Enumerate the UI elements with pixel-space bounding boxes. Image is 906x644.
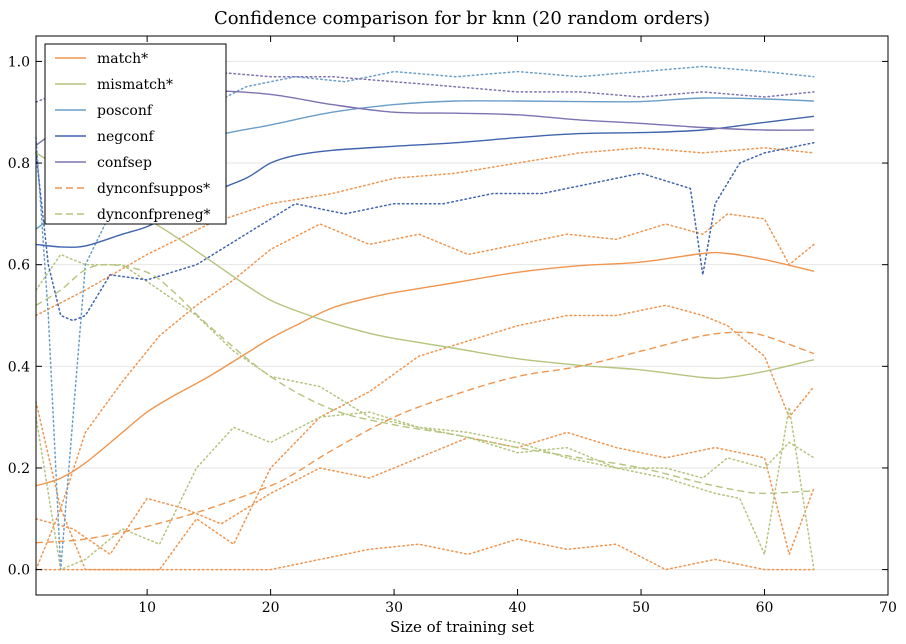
x-tick-label: 60 xyxy=(756,600,774,616)
legend-label: dynconfsuppos* xyxy=(97,181,210,197)
dotted-run-line xyxy=(35,431,815,557)
y-tick-label: 1.0 xyxy=(8,54,30,70)
dotted-run-line xyxy=(35,213,815,512)
legend-label: posconf xyxy=(97,103,154,119)
series-line-dynconfpreneg xyxy=(35,263,814,495)
x-tick-label: 30 xyxy=(385,600,403,616)
x-tick-label: 40 xyxy=(509,600,527,616)
legend: match* mismatch* posconf negconf confsep dync… xyxy=(44,43,227,225)
y-tick-label: 0.4 xyxy=(8,359,30,375)
chart-title: Confidence comparison for br knn (20 ran… xyxy=(214,8,710,29)
y-tick-label: 0.6 xyxy=(8,258,30,274)
dotted-run-line xyxy=(35,406,815,571)
legend-label: negconf xyxy=(97,129,156,145)
series-line-dynconfsuppos xyxy=(35,331,815,544)
y-tick-label: 0.8 xyxy=(8,156,30,172)
legend-box xyxy=(44,43,227,225)
dotted-run-line xyxy=(35,253,815,479)
y-tick-label: 0.2 xyxy=(8,461,30,477)
series-line-negconf xyxy=(35,115,814,248)
y-tick-label: 0.0 xyxy=(8,563,30,579)
x-tick-label: 50 xyxy=(632,600,650,616)
dotted-run-line xyxy=(35,65,815,570)
legend-label: confsep xyxy=(97,155,152,171)
x-tick-label: 20 xyxy=(262,600,280,616)
dotted-run-lines xyxy=(35,65,815,571)
legend-label: mismatch* xyxy=(97,77,173,93)
plot-frame xyxy=(35,35,889,596)
axis-ticks: 0.0 0.2 0.4 0.6 0.8 1.0 10 20 30 40 50 60 70 xyxy=(8,36,897,616)
grid-lines xyxy=(36,60,888,571)
x-tick-label: 70 xyxy=(879,600,897,616)
legend-label: dynconfpreneg* xyxy=(97,207,211,223)
dotted-run-line xyxy=(35,147,815,317)
legend-label: match* xyxy=(97,51,148,67)
series-lines xyxy=(35,90,815,544)
series-line-match xyxy=(35,251,815,487)
x-tick-label: 10 xyxy=(138,600,156,616)
dotted-run-line xyxy=(35,141,815,322)
x-axis-label: Size of training set xyxy=(390,618,534,636)
